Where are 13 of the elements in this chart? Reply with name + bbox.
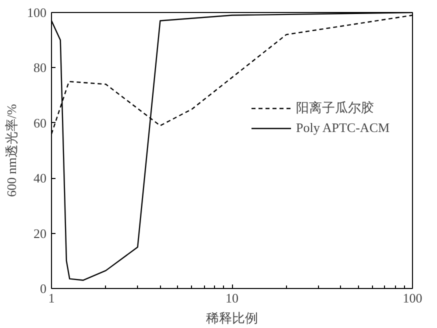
x-axis-title: 稀释比例 (206, 310, 258, 326)
y-tick-label: 40 (34, 170, 46, 186)
y-tick-label: 60 (34, 115, 46, 130)
y-tick-label: 20 (34, 226, 46, 241)
legend-label: Poly APTC-ACM (296, 120, 390, 136)
legend-label: 阳离子瓜尔胶 (296, 99, 374, 117)
y-tick-label: 0 (40, 281, 46, 296)
x-tick-label: 1 (48, 290, 55, 306)
y-tick-label: 100 (27, 5, 46, 20)
x-tick-label: 10 (226, 290, 238, 306)
y-tick-label: 80 (34, 60, 46, 76)
y-axis-title: 600 nm透光率/% (4, 104, 19, 197)
x-tick-label: 100 (402, 290, 422, 306)
